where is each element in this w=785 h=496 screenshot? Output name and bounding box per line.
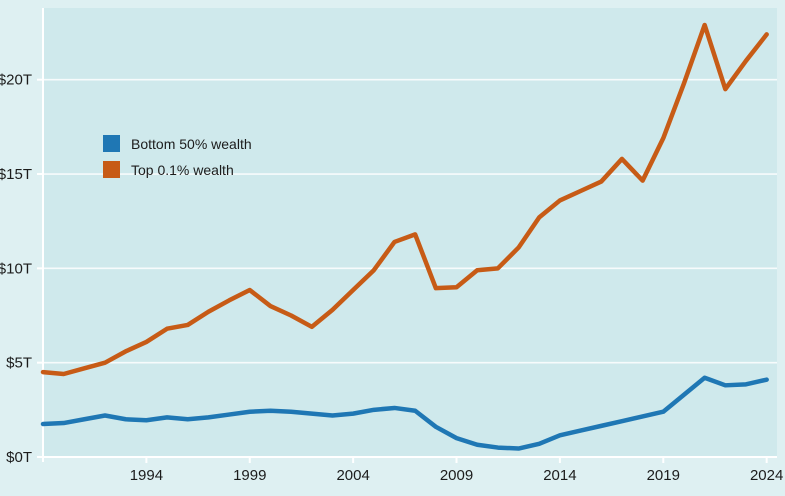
plot-area xyxy=(43,8,777,457)
axes xyxy=(38,8,777,462)
y-tick-label: $15T xyxy=(0,166,32,183)
y-tick-label: $20T xyxy=(0,72,32,89)
x-tick-label: 1994 xyxy=(130,467,163,484)
y-axis-labels: $0T $5T $10T $15T $20T xyxy=(0,72,32,466)
x-tick-label: 2024 xyxy=(750,467,783,484)
bottom-50-swatch-icon xyxy=(103,135,120,152)
x-tick-label: 2004 xyxy=(336,467,369,484)
legend-item-bottom-50: Bottom 50% wealth xyxy=(103,135,252,152)
y-tick-label: $0T xyxy=(6,449,32,466)
y-tick-label: $5T xyxy=(6,355,32,372)
x-axis-labels: 1994 1999 2004 2009 2014 2019 2024 xyxy=(130,467,784,484)
y-gridlines xyxy=(43,78,777,364)
x-tick-label: 2014 xyxy=(543,467,576,484)
x-tick-label: 2009 xyxy=(440,467,473,484)
x-tick-label: 2019 xyxy=(647,467,680,484)
legend-label-bottom-50: Bottom 50% wealth xyxy=(131,135,252,152)
series-lines xyxy=(40,22,769,451)
legend-label-top-01: Top 0.1% wealth xyxy=(131,161,234,178)
axis-ticks xyxy=(37,78,768,463)
chart-legend: Bottom 50% wealth Top 0.1% wealth xyxy=(103,135,252,178)
y-tick-label: $10T xyxy=(0,260,32,277)
top-01-wealth-line xyxy=(40,22,769,377)
legend-item-top-01: Top 0.1% wealth xyxy=(103,161,252,178)
top-01-swatch-icon xyxy=(103,161,120,178)
x-tick-label: 1999 xyxy=(233,467,266,484)
bottom-50-wealth-line xyxy=(40,375,769,451)
